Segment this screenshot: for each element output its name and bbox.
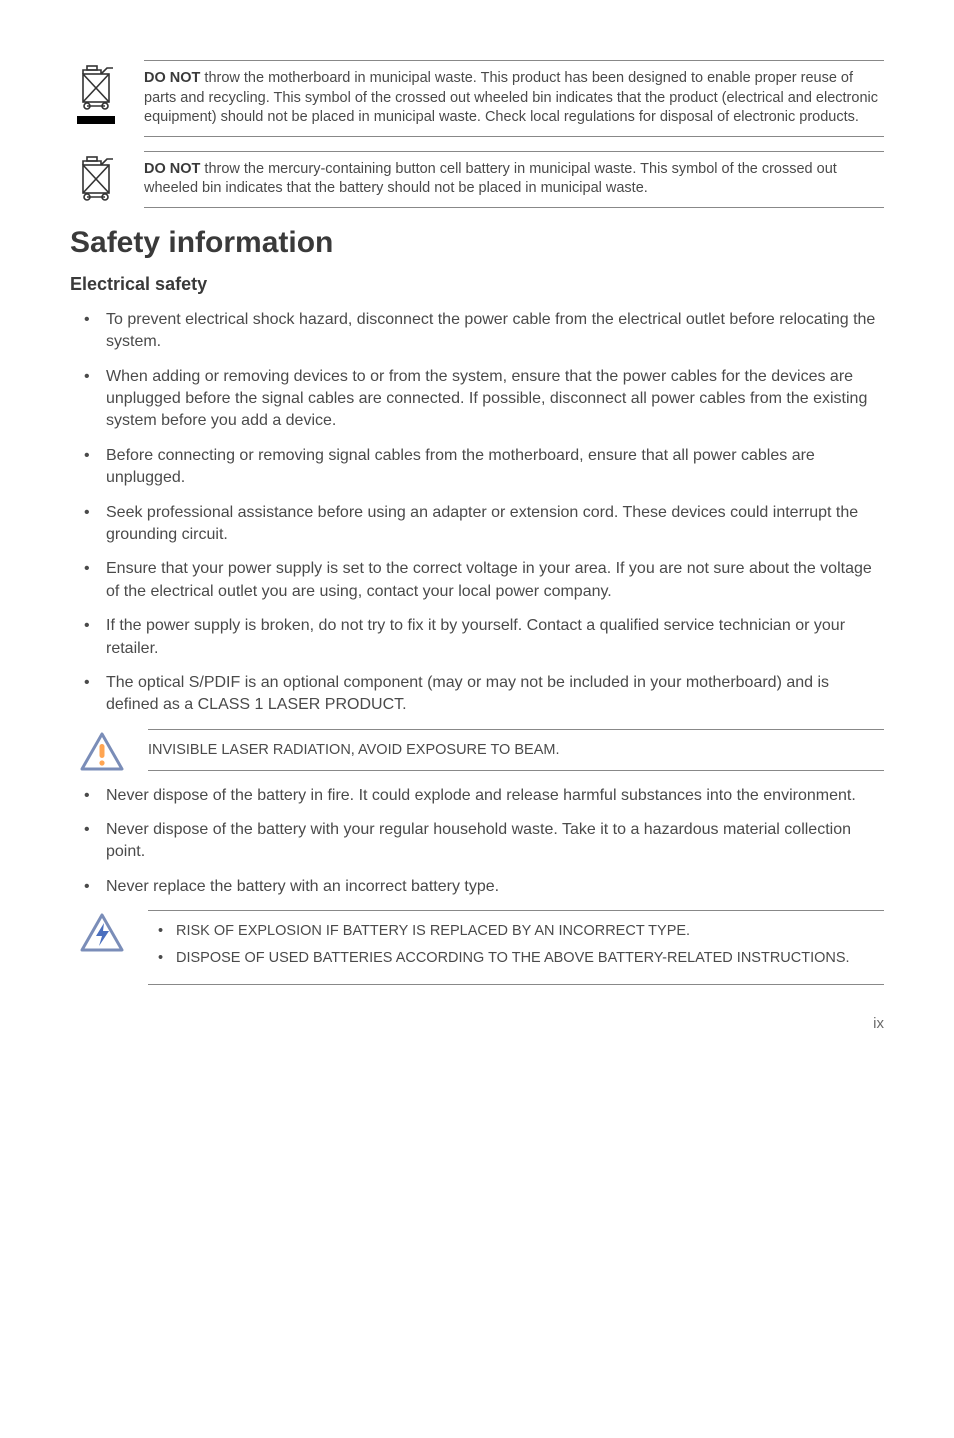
caution-icon [78, 729, 126, 773]
electric-warning-icon [78, 910, 126, 954]
list-item: Seek professional assistance before usin… [70, 502, 884, 547]
list-item: Never dispose of the battery in fire. It… [70, 785, 884, 807]
weee-notice-2: DO NOT throw the mercury-containing butt… [70, 151, 884, 208]
safety-list-1: To prevent electrical shock hazard, disc… [70, 309, 884, 717]
page-title: Safety information [70, 226, 884, 260]
safety-list-2: Never dispose of the battery in fire. It… [70, 785, 884, 899]
battery-callout-text: RISK OF EXPLOSION IF BATTERY IS REPLACED… [148, 910, 884, 985]
page-number: ix [70, 1015, 884, 1032]
list-item: If the power supply is broken, do not tr… [70, 615, 884, 660]
list-item: RISK OF EXPLOSION IF BATTERY IS REPLACED… [148, 921, 884, 941]
list-item: DISPOSE OF USED BATTERIES ACCORDING TO T… [148, 948, 884, 968]
laser-callout: INVISIBLE LASER RADIATION, AVOID EXPOSUR… [78, 729, 884, 773]
weee-notice-1: DO NOT throw the motherboard in municipa… [70, 60, 884, 137]
weee-notice-2-text: DO NOT throw the mercury-containing butt… [144, 151, 884, 208]
laser-callout-text: INVISIBLE LASER RADIATION, AVOID EXPOSUR… [148, 729, 884, 771]
weee-bin-icon [70, 151, 122, 203]
weee-bin-icon [70, 60, 122, 124]
list-item: Before connecting or removing signal cab… [70, 445, 884, 490]
list-item: To prevent electrical shock hazard, disc… [70, 309, 884, 354]
weee-notice-1-text: DO NOT throw the motherboard in municipa… [144, 60, 884, 137]
list-item: When adding or removing devices to or fr… [70, 366, 884, 433]
list-item: The optical S/PDIF is an optional compon… [70, 672, 884, 717]
list-item: Ensure that your power supply is set to … [70, 558, 884, 603]
list-item: Never replace the battery with an incorr… [70, 876, 884, 898]
battery-callout: RISK OF EXPLOSION IF BATTERY IS REPLACED… [78, 910, 884, 985]
list-item: Never dispose of the battery with your r… [70, 819, 884, 864]
section-heading: Electrical safety [70, 274, 884, 295]
